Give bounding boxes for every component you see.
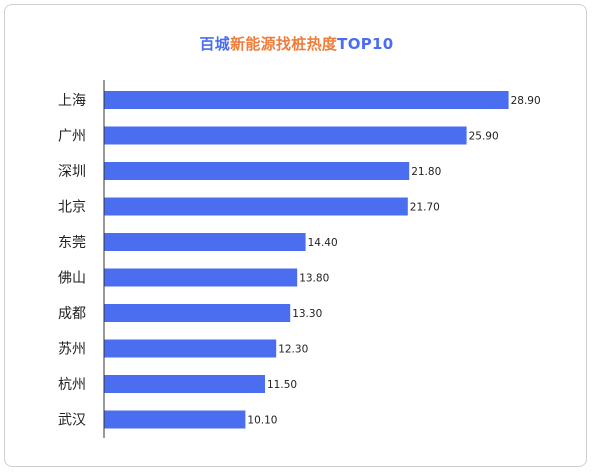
category-label: 东莞 bbox=[58, 235, 86, 251]
bar-4 bbox=[104, 197, 408, 216]
data-label: 11.50 bbox=[267, 379, 297, 391]
bar-3 bbox=[104, 162, 410, 180]
bar-10 bbox=[104, 410, 246, 429]
chart-title-part-top10: TOP10 bbox=[337, 35, 394, 53]
data-label: 25.90 bbox=[469, 131, 499, 143]
category-label: 苏州 bbox=[58, 342, 86, 358]
chart-title-part-city: 百城 bbox=[199, 35, 231, 53]
category-label: 上海 bbox=[58, 93, 86, 109]
category-label: 北京 bbox=[58, 200, 86, 216]
bar-5 bbox=[104, 233, 306, 251]
data-label: 13.80 bbox=[299, 273, 329, 285]
data-label: 14.40 bbox=[308, 237, 338, 249]
data-label: 12.30 bbox=[278, 344, 308, 356]
data-label: 21.70 bbox=[410, 202, 440, 214]
bar-2 bbox=[104, 126, 467, 145]
category-label: 杭州 bbox=[58, 377, 86, 393]
bar-8 bbox=[104, 339, 277, 358]
category-label: 成都 bbox=[58, 306, 86, 322]
bar-9 bbox=[104, 375, 265, 393]
category-label: 武汉 bbox=[58, 413, 86, 429]
category-label: 广州 bbox=[58, 129, 86, 145]
chart-title: 百城新能源找桩热度TOP10 bbox=[0, 33, 593, 54]
category-label: 深圳 bbox=[58, 164, 86, 180]
data-label: 10.10 bbox=[247, 415, 277, 427]
bar-6 bbox=[104, 268, 298, 287]
category-label: 佛山 bbox=[58, 271, 86, 287]
data-label: 21.80 bbox=[411, 166, 441, 178]
data-label: 28.90 bbox=[511, 95, 541, 107]
bar-7 bbox=[104, 304, 291, 322]
bar-1 bbox=[104, 91, 509, 109]
data-label: 13.30 bbox=[292, 308, 322, 320]
chart-title-part-topic: 新能源找桩热度 bbox=[230, 35, 338, 53]
